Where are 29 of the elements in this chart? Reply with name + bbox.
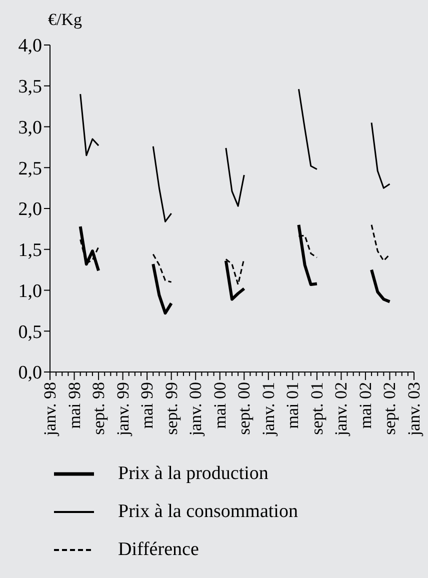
legend-label: Prix à la production — [118, 463, 268, 485]
legend-label: Prix à la consommation — [118, 501, 298, 523]
x-tick-label: janv. 99 — [113, 382, 132, 437]
x-tick-label: mai 00 — [210, 382, 230, 429]
x-tick-label: janv. 00 — [186, 382, 206, 437]
x-tick-label: sept. 02 — [380, 382, 400, 435]
y-tick-label: 2,0 — [18, 199, 42, 220]
y-tick-label: 1,0 — [18, 280, 42, 302]
x-tick-label: sept. 99 — [162, 382, 181, 435]
x-tick-label: mai 01 — [283, 382, 302, 429]
y-tick-label: 0,0 — [18, 362, 42, 384]
y-tick-label: 0,5 — [18, 322, 42, 343]
y-tick-label: 1,5 — [18, 240, 42, 262]
x-tick-label: mai 98 — [64, 382, 84, 429]
x-tick-label: janv. 01 — [258, 382, 278, 437]
legend-label: Différence — [118, 539, 199, 561]
y-tick-label: 4,0 — [18, 36, 42, 57]
x-tick-label: sept. 01 — [307, 382, 326, 435]
x-tick-label: janv. 02 — [332, 382, 351, 437]
y-tick-label: 3,5 — [18, 76, 42, 98]
x-tick-label: janv. 98 — [40, 382, 60, 437]
y-tick-label: 2,5 — [18, 158, 42, 180]
x-tick-label: sept. 00 — [234, 382, 254, 435]
x-tick-label: mai 02 — [356, 382, 375, 429]
y-tick-label: 3,0 — [18, 117, 42, 138]
x-tick-label: sept. 98 — [89, 382, 108, 435]
x-tick-label: mai 99 — [138, 382, 157, 429]
y-axis-title: €/Kg — [48, 10, 82, 30]
x-tick-label: janv. 03 — [404, 382, 424, 437]
